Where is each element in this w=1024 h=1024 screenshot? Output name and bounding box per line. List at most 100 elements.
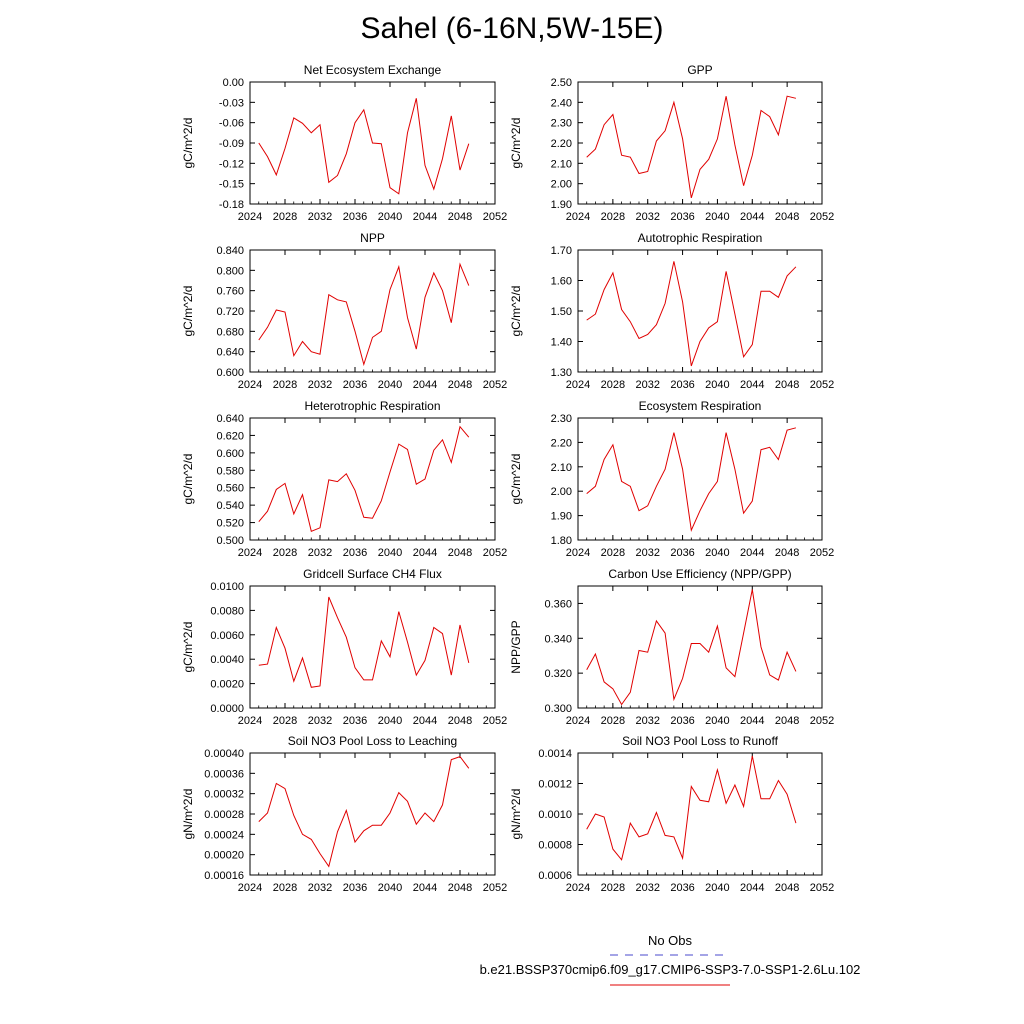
series-line-0 <box>586 95 797 199</box>
series-line-0 <box>586 755 797 861</box>
x-tick-label: 2032 <box>635 379 659 391</box>
y-tick-label: 2.30 <box>551 413 572 425</box>
y-tick-label: 0.0012 <box>538 779 572 791</box>
x-tick-label: 2028 <box>273 547 297 559</box>
x-tick-label: 2052 <box>810 379 834 391</box>
plot-frame <box>577 752 823 876</box>
y-tick-label: 0.00 <box>223 77 244 89</box>
y-tick-label: 0.0006 <box>538 870 572 882</box>
x-tick-label: 2036 <box>343 211 367 223</box>
y-tick-label: 1.90 <box>551 511 572 523</box>
plot-frame <box>577 585 823 709</box>
x-tick-label: 2052 <box>810 715 834 727</box>
x-tick-label: 2036 <box>343 547 367 559</box>
y-tick-label: 0.0040 <box>210 654 244 666</box>
y-tick-label: 0.320 <box>544 668 572 680</box>
x-tick-label: 2044 <box>413 715 437 727</box>
y-axis-label: NPP/GPP <box>509 620 523 673</box>
y-axis-label: gC/m^2/d <box>181 454 195 505</box>
x-tick-label: 2032 <box>308 715 332 727</box>
x-tick-label: 2040 <box>705 547 729 559</box>
x-tick-label: 2040 <box>378 715 402 727</box>
series-line-0 <box>258 98 470 195</box>
y-tick-label: 0.00024 <box>204 829 244 841</box>
plot-title: Ecosystem Respiration <box>639 399 762 413</box>
x-tick-label: 2040 <box>705 882 729 894</box>
y-tick-label: 2.30 <box>551 118 572 130</box>
x-tick-label: 2032 <box>635 211 659 223</box>
x-tick-label: 2028 <box>273 211 297 223</box>
y-axis-label: gC/m^2/d <box>181 118 195 169</box>
series-line-0 <box>586 261 797 367</box>
x-tick-label: 2048 <box>448 715 472 727</box>
plot-title: Soil NO3 Pool Loss to Leaching <box>288 734 457 748</box>
plot-frame <box>249 752 496 876</box>
y-tick-label: 0.760 <box>216 286 244 298</box>
x-tick-label: 2044 <box>413 211 437 223</box>
y-tick-label: 2.50 <box>551 77 572 89</box>
x-tick-label: 2032 <box>308 547 332 559</box>
y-tick-label: 0.0014 <box>538 748 572 760</box>
y-tick-label: 0.720 <box>216 306 244 318</box>
panel-7: Carbon Use Efficiency (NPP/GPP) NPP/GPP 20… <box>509 567 834 727</box>
y-tick-label: 0.0008 <box>538 840 572 852</box>
plot-title: Net Ecosystem Exchange <box>304 63 442 77</box>
x-tick-label: 2052 <box>483 211 507 223</box>
y-tick-label: 2.20 <box>551 138 572 150</box>
y-tick-label: 0.520 <box>216 518 244 530</box>
x-tick-label: 2048 <box>775 211 799 223</box>
legend-label-run: b.e21.BSSP370cmip6.f09_g17.CMIP6-SSP3-7.… <box>479 962 861 977</box>
y-tick-label: 0.0000 <box>210 703 244 715</box>
x-tick-label: 2048 <box>775 379 799 391</box>
series-line-0 <box>586 589 797 706</box>
x-tick-label: 2036 <box>670 379 694 391</box>
y-tick-label: 0.500 <box>216 535 244 547</box>
y-tick-label: 1.90 <box>551 199 572 211</box>
x-tick-label: 2024 <box>238 211 262 223</box>
x-tick-label: 2040 <box>705 715 729 727</box>
y-axis-label: gC/m^2/d <box>509 286 523 337</box>
plot-frame <box>249 417 496 541</box>
x-tick-label: 2036 <box>670 715 694 727</box>
y-axis-label: gN/m^2/d <box>181 789 195 840</box>
y-tick-label: 2.00 <box>551 486 572 498</box>
x-tick-label: 2040 <box>378 547 402 559</box>
x-tick-label: 2052 <box>483 715 507 727</box>
x-tick-label: 2048 <box>448 882 472 894</box>
x-tick-label: 2028 <box>601 882 625 894</box>
x-tick-label: 2024 <box>238 882 262 894</box>
x-tick-label: 2028 <box>273 882 297 894</box>
y-tick-label: -0.03 <box>219 97 244 109</box>
y-axis-label: gC/m^2/d <box>509 118 523 169</box>
y-tick-label: 0.560 <box>216 483 244 495</box>
y-tick-label: -0.15 <box>219 179 244 191</box>
x-tick-label: 2024 <box>566 882 590 894</box>
y-axis-label: gN/m^2/d <box>509 789 523 840</box>
x-tick-label: 2028 <box>601 211 625 223</box>
y-tick-label: 0.00020 <box>204 850 244 862</box>
x-tick-label: 2028 <box>273 379 297 391</box>
y-tick-label: 0.00032 <box>204 789 244 801</box>
y-tick-label: 1.60 <box>551 276 572 288</box>
panel-6: Gridcell Surface CH4 Flux gC/m^2/d 2024 202… <box>181 567 507 727</box>
y-tick-label: 0.00040 <box>204 748 244 760</box>
plot-frame <box>577 249 823 373</box>
y-tick-label: 0.340 <box>544 633 572 645</box>
y-tick-label: 1.50 <box>551 306 572 318</box>
x-tick-label: 2048 <box>448 547 472 559</box>
plot-frame <box>249 585 496 709</box>
y-tick-label: 0.0010 <box>538 809 572 821</box>
y-tick-label: 0.0060 <box>210 630 244 642</box>
y-tick-label: 0.00016 <box>204 870 244 882</box>
y-tick-label: 0.600 <box>216 367 244 379</box>
x-tick-label: 2024 <box>566 211 590 223</box>
series-line-0 <box>258 756 470 868</box>
x-tick-label: 2052 <box>483 379 507 391</box>
x-tick-label: 2036 <box>670 547 694 559</box>
y-tick-label: 0.640 <box>216 413 244 425</box>
series-line-0 <box>586 427 797 532</box>
y-tick-label: 0.580 <box>216 465 244 477</box>
x-tick-label: 2044 <box>740 211 764 223</box>
plot-title: Heterotrophic Respiration <box>304 399 440 413</box>
x-tick-label: 2052 <box>810 211 834 223</box>
